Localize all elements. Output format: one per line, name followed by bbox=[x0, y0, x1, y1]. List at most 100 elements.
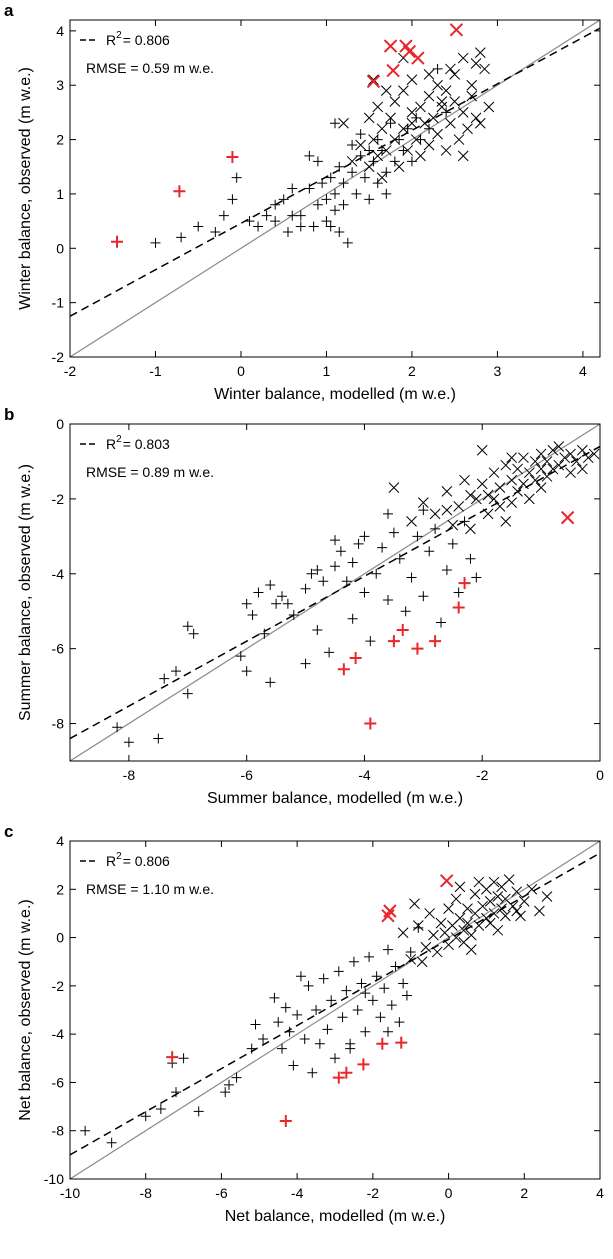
plus-marker bbox=[367, 995, 378, 1006]
cross-marker bbox=[419, 117, 431, 129]
cross-marker bbox=[476, 444, 488, 456]
legend-r2-superscript: 2 bbox=[116, 851, 122, 862]
y-tick-label: 3 bbox=[56, 77, 64, 93]
cross-marker bbox=[441, 486, 453, 497]
plus-marker bbox=[398, 145, 409, 156]
legend-r2-value: = 0.806 bbox=[123, 853, 170, 869]
cross-marker bbox=[529, 456, 541, 467]
plus-marker bbox=[244, 216, 255, 227]
plus-marker bbox=[359, 531, 370, 542]
plus-marker bbox=[188, 628, 199, 639]
cross-marker bbox=[453, 501, 465, 512]
plus-marker bbox=[394, 1017, 405, 1028]
cross-marker bbox=[511, 905, 523, 917]
cross-marker bbox=[450, 893, 462, 905]
plus-marker bbox=[386, 1000, 397, 1011]
cross-marker bbox=[423, 90, 435, 102]
cross-marker bbox=[406, 516, 417, 527]
x-tick-label: -6 bbox=[215, 1185, 228, 1201]
highlight-plus-marker bbox=[166, 1051, 179, 1064]
plus-marker bbox=[394, 553, 405, 564]
plus-marker bbox=[347, 140, 358, 151]
plus-marker bbox=[383, 594, 393, 605]
cross-marker bbox=[443, 903, 454, 914]
plus-marker bbox=[441, 107, 452, 118]
cross-marker bbox=[428, 929, 439, 941]
highlight-cross-marker bbox=[381, 909, 395, 923]
highlight-plus-marker bbox=[452, 601, 465, 614]
cross-marker bbox=[488, 876, 500, 888]
cross-marker bbox=[500, 910, 511, 922]
cross-marker bbox=[424, 908, 435, 919]
plus-marker bbox=[265, 677, 276, 688]
plus-marker bbox=[405, 947, 416, 958]
plus-marker bbox=[325, 221, 336, 232]
cross-marker bbox=[368, 74, 379, 86]
plus-marker bbox=[424, 546, 435, 557]
plus-marker bbox=[372, 134, 383, 145]
cross-marker bbox=[457, 150, 469, 162]
cross-marker bbox=[576, 444, 588, 456]
y-tick-label: 4 bbox=[56, 833, 64, 849]
legend-r2-value: = 0.806 bbox=[123, 32, 170, 48]
plus-marker bbox=[155, 1103, 166, 1114]
y-tick-label: -10 bbox=[44, 1171, 64, 1187]
cross-marker bbox=[436, 96, 448, 107]
x-tick-label: 0 bbox=[445, 1185, 453, 1201]
cross-marker bbox=[466, 79, 478, 91]
plus-marker bbox=[269, 992, 280, 1003]
cross-marker bbox=[553, 441, 565, 452]
highlight-cross-marker bbox=[383, 39, 398, 53]
cross-marker bbox=[523, 493, 535, 505]
cross-marker bbox=[431, 946, 443, 958]
cross-marker bbox=[559, 452, 571, 464]
plus-marker bbox=[330, 188, 340, 199]
plus-marker bbox=[227, 194, 238, 205]
plus-marker bbox=[324, 647, 335, 658]
one-to-one-line bbox=[70, 841, 600, 1179]
highlight-plus-marker bbox=[376, 1037, 389, 1050]
plus-marker bbox=[300, 583, 311, 594]
cross-marker bbox=[385, 112, 396, 124]
plus-marker bbox=[250, 1019, 261, 1030]
plus-marker bbox=[159, 673, 170, 684]
plus-marker bbox=[235, 651, 246, 662]
cross-marker bbox=[447, 519, 459, 531]
plus-marker bbox=[371, 568, 382, 579]
x-axis-label: Net balance, modelled (m w.e.) bbox=[225, 1208, 446, 1225]
plus-marker bbox=[364, 145, 375, 156]
cross-marker bbox=[465, 523, 476, 535]
plus-marker bbox=[284, 1026, 295, 1037]
y-tick-label: -6 bbox=[52, 1074, 65, 1090]
cross-marker bbox=[412, 920, 424, 931]
plus-marker bbox=[307, 1067, 318, 1078]
plus-marker bbox=[364, 951, 375, 962]
cross-marker bbox=[474, 117, 486, 129]
plus-marker bbox=[321, 216, 332, 227]
plus-marker bbox=[377, 542, 388, 553]
cross-marker bbox=[429, 508, 441, 520]
plus-marker bbox=[295, 971, 306, 982]
y-tick-label: -4 bbox=[52, 566, 65, 582]
highlight-plus-marker bbox=[340, 1066, 353, 1079]
cross-marker bbox=[376, 172, 388, 183]
panel-b: -8 -6 -4 -2 0 -8 -6 -4 -2 0 Summer balance, modell… bbox=[4, 405, 604, 807]
cross-marker bbox=[462, 123, 473, 135]
plus-marker bbox=[182, 688, 193, 699]
plus-marker bbox=[394, 134, 405, 145]
plot-area bbox=[70, 841, 600, 1179]
plus-marker bbox=[311, 1005, 322, 1015]
cross-marker bbox=[481, 912, 492, 924]
highlight-plus-marker bbox=[396, 623, 409, 636]
plus-marker bbox=[80, 1125, 91, 1136]
plus-marker bbox=[355, 150, 366, 161]
plus-marker bbox=[330, 1053, 340, 1064]
plus-marker bbox=[277, 591, 287, 602]
plus-marker bbox=[347, 613, 358, 624]
cross-marker bbox=[526, 883, 538, 895]
cross-marker bbox=[476, 478, 488, 490]
cross-marker bbox=[483, 101, 495, 113]
plus-marker bbox=[317, 178, 328, 189]
cross-marker bbox=[415, 150, 426, 162]
